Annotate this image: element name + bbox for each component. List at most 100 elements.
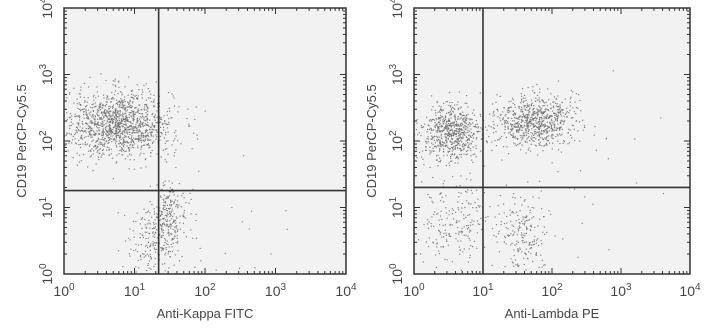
data-point (443, 121, 445, 123)
data-point (440, 109, 442, 111)
data-point (174, 231, 176, 233)
data-point (463, 131, 465, 133)
data-point (438, 118, 440, 120)
data-point (115, 144, 117, 146)
data-point (453, 133, 455, 135)
data-point (546, 137, 548, 139)
data-point (151, 203, 153, 206)
data-point (460, 106, 462, 108)
data-point (579, 140, 581, 142)
data-point (457, 123, 459, 125)
data-point (146, 114, 148, 116)
data-point (162, 182, 164, 184)
data-point (117, 81, 120, 83)
data-point (438, 219, 440, 221)
data-point (534, 131, 536, 133)
x-tick-label-base: 10 (194, 283, 210, 299)
data-point (555, 98, 557, 100)
data-point (129, 99, 131, 101)
data-point (127, 94, 129, 96)
data-point (535, 125, 537, 127)
data-point (553, 121, 555, 123)
data-point (537, 154, 539, 156)
data-point (533, 240, 535, 242)
data-point (506, 111, 509, 113)
data-point (555, 129, 558, 131)
y-tick-label-base: 10 (389, 3, 405, 19)
data-point (458, 140, 461, 143)
data-point (429, 150, 431, 152)
data-point (500, 113, 502, 116)
data-point (140, 218, 142, 220)
data-point (438, 131, 440, 133)
data-point (535, 133, 537, 135)
data-point (139, 104, 141, 106)
data-point (450, 112, 452, 114)
data-point (139, 233, 141, 235)
data-point (132, 97, 134, 99)
data-point (532, 111, 534, 113)
data-point (552, 106, 555, 109)
data-point (95, 163, 97, 165)
data-point (472, 207, 474, 209)
data-point (503, 241, 506, 243)
data-point (165, 239, 167, 241)
data-point (436, 139, 438, 141)
data-point (432, 136, 434, 138)
data-point (543, 264, 545, 266)
data-point (448, 127, 450, 129)
data-point (513, 249, 515, 251)
data-point (551, 135, 553, 137)
data-point (442, 121, 444, 123)
data-point (132, 128, 134, 130)
data-point (434, 109, 436, 112)
data-point (520, 111, 522, 113)
data-point (93, 106, 95, 108)
data-point (464, 134, 466, 136)
data-point (522, 218, 524, 220)
data-point (99, 152, 101, 155)
data-point (532, 133, 534, 135)
data-point (421, 150, 424, 152)
data-point (529, 212, 531, 214)
data-point (162, 218, 164, 220)
data-point (439, 157, 441, 159)
data-point (76, 127, 79, 129)
data-point (143, 253, 145, 255)
data-point (439, 119, 441, 121)
data-point (115, 121, 117, 123)
data-point (98, 149, 100, 151)
data-point (121, 125, 123, 127)
data-point (438, 110, 441, 112)
data-point (89, 133, 91, 135)
data-point (536, 122, 538, 124)
data-point (104, 137, 106, 139)
data-point (83, 117, 85, 119)
data-point (121, 104, 123, 106)
data-point (523, 106, 526, 108)
data-point (467, 142, 469, 144)
data-point (460, 128, 463, 130)
data-point (524, 253, 527, 255)
data-point (162, 249, 164, 251)
data-point (156, 136, 158, 138)
data-point (452, 175, 454, 178)
data-point (465, 128, 467, 130)
data-point (165, 122, 167, 124)
data-point (577, 107, 579, 109)
data-point (520, 95, 523, 97)
data-point (128, 168, 130, 170)
data-point (445, 232, 447, 234)
data-point (151, 130, 153, 133)
data-point (97, 121, 99, 123)
data-point (432, 242, 434, 244)
data-point (439, 161, 441, 163)
data-point (112, 121, 114, 123)
data-point (451, 137, 453, 139)
data-point (442, 246, 444, 248)
data-point (132, 131, 134, 133)
data-point (435, 117, 437, 119)
data-point (468, 203, 470, 205)
data-point (140, 137, 142, 139)
data-point (524, 122, 526, 124)
